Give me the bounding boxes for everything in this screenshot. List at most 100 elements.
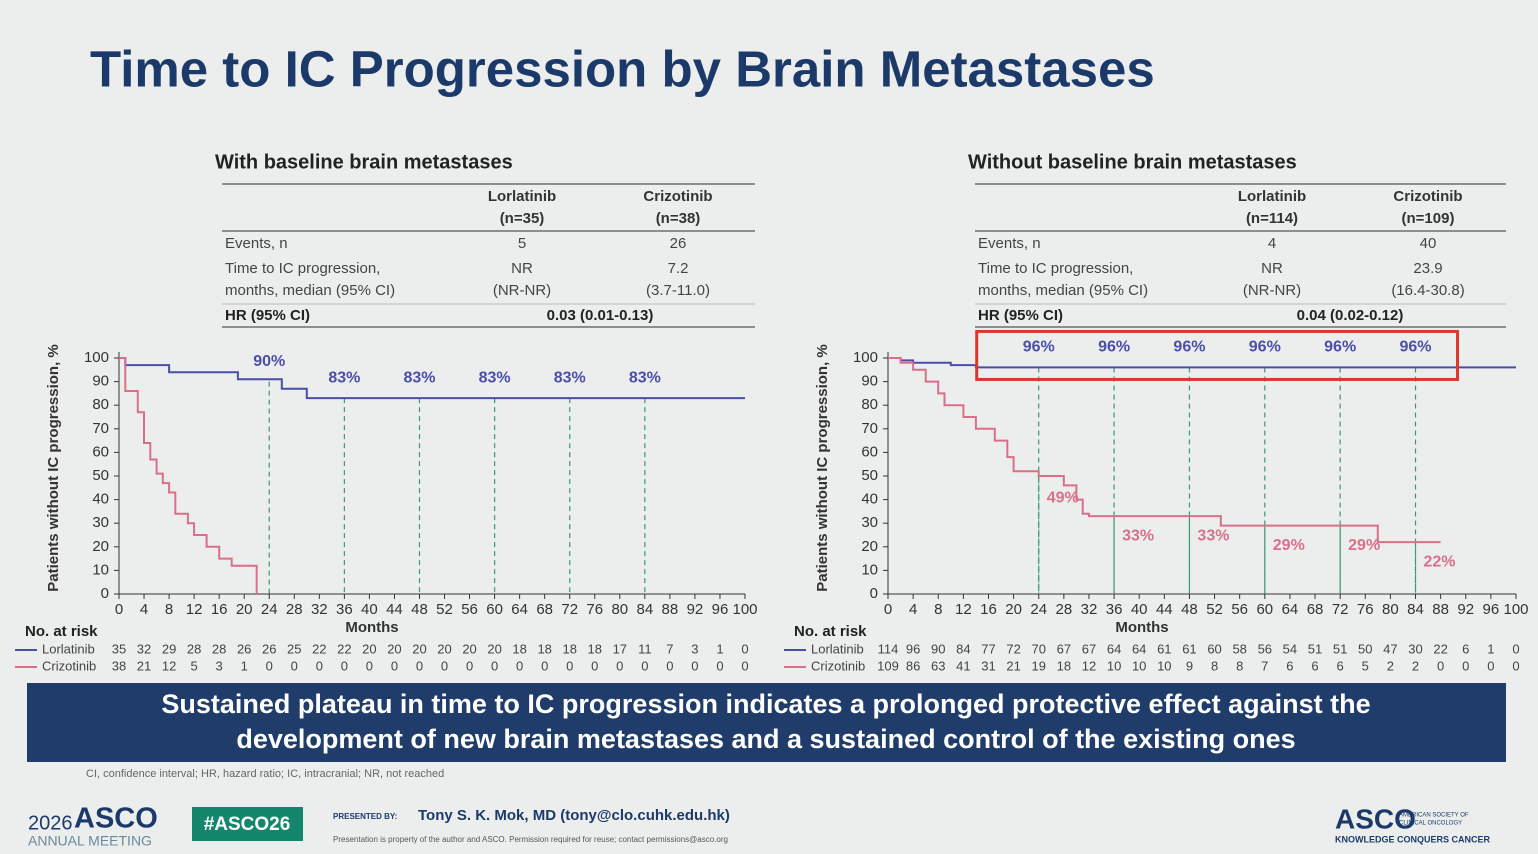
landmark-label: 29% xyxy=(1348,537,1380,554)
at-risk: 6 xyxy=(1337,658,1344,673)
x-axis-label: Months xyxy=(345,619,398,636)
x-tick-label: 76 xyxy=(1357,601,1374,618)
column-header: Crizotinib xyxy=(1393,188,1462,205)
presenter: Tony S. K. Mok, MD (tony@clo.cuhk.edu.hk… xyxy=(418,807,730,824)
x-tick-label: 100 xyxy=(1503,601,1528,618)
at-risk: 56 xyxy=(1258,641,1272,656)
hr-value: 0.04 (0.02-0.12) xyxy=(1297,307,1404,324)
at-risk: 17 xyxy=(613,641,627,656)
at-risk: 22 xyxy=(312,641,326,656)
x-tick-label: 64 xyxy=(1282,601,1299,618)
y-tick-label: 0 xyxy=(870,585,878,602)
row-label: Time to IC progression, xyxy=(978,260,1133,277)
hr-label: HR (95% CI) xyxy=(225,307,310,324)
column-header: (n=35) xyxy=(500,210,545,227)
at-risk: 70 xyxy=(1031,641,1045,656)
x-tick-label: 68 xyxy=(1307,601,1324,618)
x-tick-label: 20 xyxy=(236,601,253,618)
cell: 7.2 xyxy=(668,260,689,277)
landmark-label: 83% xyxy=(479,369,511,386)
legend-label: Lorlatinib xyxy=(811,641,864,656)
x-tick-label: 24 xyxy=(261,601,278,618)
at-risk: 72 xyxy=(1006,641,1020,656)
row-label: months, median (95% CI) xyxy=(225,282,395,299)
landmark-label: 96% xyxy=(1023,339,1055,356)
y-tick-label: 50 xyxy=(861,467,878,484)
at-risk: 18 xyxy=(588,641,602,656)
at-risk: 3 xyxy=(691,641,698,656)
at-risk: 10 xyxy=(1132,658,1146,673)
at-risk: 67 xyxy=(1057,641,1071,656)
km-curve xyxy=(888,357,1441,544)
x-tick-label: 80 xyxy=(1382,601,1399,618)
cell: 40 xyxy=(1420,235,1437,252)
at-risk: 0 xyxy=(466,658,473,673)
x-tick-label: 64 xyxy=(511,601,528,618)
at-risk: 10 xyxy=(1157,658,1171,673)
at-risk: 20 xyxy=(487,641,501,656)
cell: (NR-NR) xyxy=(493,282,551,299)
x-tick-label: 44 xyxy=(386,601,403,618)
at-risk: 61 xyxy=(1182,641,1196,656)
x-tick-label: 12 xyxy=(955,601,972,618)
footer-logo: ASCO xyxy=(1335,803,1416,834)
y-axis-label: Patients without IC progression, % xyxy=(814,344,831,592)
y-tick-label: 90 xyxy=(861,373,878,390)
at-risk: 31 xyxy=(981,658,995,673)
cell: (3.7-11.0) xyxy=(646,282,710,299)
landmark-label: 96% xyxy=(1173,339,1205,356)
cell: 4 xyxy=(1268,235,1276,252)
highlight-box xyxy=(975,329,1460,381)
at-risk: 26 xyxy=(237,641,251,656)
at-risk: 7 xyxy=(666,641,673,656)
x-tick-label: 84 xyxy=(1407,601,1424,618)
at-risk: 18 xyxy=(562,641,576,656)
landmark-label: 83% xyxy=(403,369,435,386)
x-tick-label: 84 xyxy=(636,601,653,618)
at-risk: 32 xyxy=(137,641,151,656)
at-risk: 77 xyxy=(981,641,995,656)
at-risk: 7 xyxy=(1261,658,1268,673)
at-risk: 0 xyxy=(366,658,373,673)
panel-subtitle: With baseline brain metastases xyxy=(215,151,513,173)
at-risk: 0 xyxy=(391,658,398,673)
at-risk: 29 xyxy=(162,641,176,656)
at-risk: 84 xyxy=(956,641,970,656)
landmark-label: 29% xyxy=(1273,537,1305,554)
x-tick-label: 56 xyxy=(461,601,478,618)
landmark-label: 96% xyxy=(1249,339,1281,356)
legend-label: Lorlatinib xyxy=(42,641,95,656)
x-tick-label: 80 xyxy=(611,601,628,618)
x-tick-label: 16 xyxy=(211,601,228,618)
hashtag: #ASCO26 xyxy=(204,814,291,835)
at-risk: 25 xyxy=(287,641,301,656)
landmark-label: 83% xyxy=(328,369,360,386)
at-risk: 1 xyxy=(716,641,723,656)
x-tick-label: 8 xyxy=(934,601,942,618)
at-risk: 0 xyxy=(1462,658,1469,673)
at-risk: 60 xyxy=(1207,641,1221,656)
km-curve xyxy=(119,357,258,594)
at-risk: 26 xyxy=(262,641,276,656)
landmark-label: 96% xyxy=(1324,339,1356,356)
at-risk: 20 xyxy=(412,641,426,656)
x-tick-label: 96 xyxy=(1483,601,1500,618)
y-axis-label: Patients without IC progression, % xyxy=(45,344,62,592)
y-tick-label: 30 xyxy=(92,514,109,531)
at-risk: 1 xyxy=(1487,641,1494,656)
cell: (NR-NR) xyxy=(1243,282,1301,299)
y-tick-label: 40 xyxy=(861,491,878,508)
at-risk: 19 xyxy=(1031,658,1045,673)
at-risk: 20 xyxy=(387,641,401,656)
at-risk: 8 xyxy=(1236,658,1243,673)
legend-label: Crizotinib xyxy=(811,658,865,673)
x-tick-label: 36 xyxy=(336,601,353,618)
x-tick-label: 28 xyxy=(286,601,303,618)
disclaimer: Presentation is property of the author a… xyxy=(333,835,728,844)
at-risk: 47 xyxy=(1383,641,1397,656)
at-risk: 1 xyxy=(241,658,248,673)
y-tick-label: 30 xyxy=(861,514,878,531)
footer-brand: ASCO xyxy=(74,803,158,835)
cell: (16.4-30.8) xyxy=(1391,282,1464,299)
at-risk: 0 xyxy=(691,658,698,673)
